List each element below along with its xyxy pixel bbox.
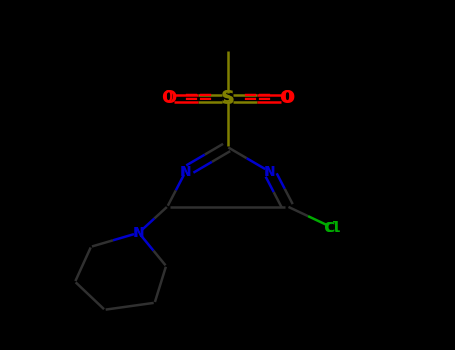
Text: S: S	[221, 89, 234, 107]
Text: N: N	[182, 164, 190, 178]
Text: N: N	[265, 164, 273, 178]
Text: ==: ==	[242, 89, 272, 107]
Text: ==: ==	[183, 89, 213, 107]
Text: O: O	[161, 89, 176, 107]
Text: N: N	[133, 226, 145, 240]
Text: N: N	[135, 226, 143, 240]
Text: N: N	[263, 164, 275, 178]
Text: O: O	[164, 91, 173, 105]
Text: S: S	[223, 91, 232, 105]
Text: N: N	[180, 164, 192, 178]
Text: O: O	[279, 89, 294, 107]
Text: Cl: Cl	[325, 220, 339, 234]
Text: Cl: Cl	[324, 220, 340, 234]
Text: O: O	[282, 91, 291, 105]
